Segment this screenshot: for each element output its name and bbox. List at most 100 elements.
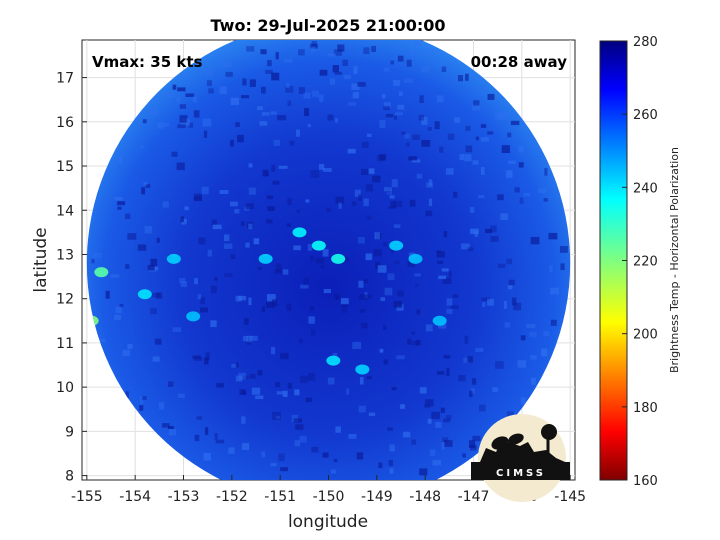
swath-pixel <box>560 263 565 271</box>
swath-pixel <box>436 251 445 258</box>
swath-pixel <box>296 129 301 137</box>
swath-pixel <box>333 458 338 463</box>
swath-pixel <box>353 66 358 74</box>
swath-pixel <box>140 395 144 404</box>
swath-pixel <box>506 170 513 178</box>
swath-pixel <box>307 372 316 381</box>
swath-pixel <box>436 95 444 103</box>
swath-pixel <box>305 397 312 402</box>
swath-pixel <box>448 271 452 278</box>
swath-pixel <box>259 121 268 126</box>
swath-pixel <box>165 93 174 98</box>
swath-pixel <box>245 203 254 210</box>
swath-feature <box>292 227 307 238</box>
colorbar-tick-label: 200 <box>633 328 658 343</box>
swath-pixel <box>241 416 246 424</box>
swath-pixel <box>266 294 276 302</box>
swath-pixel <box>188 122 194 128</box>
swath-pixel <box>284 40 288 41</box>
swath-pixel <box>280 467 288 472</box>
swath-pixel <box>323 168 332 172</box>
x-tick-label: -152 <box>216 489 248 505</box>
swath-pixel <box>310 43 318 49</box>
swath-pixel <box>393 115 397 120</box>
swath-pixel <box>228 447 235 454</box>
swath-pixel <box>436 371 445 375</box>
swath-pixel <box>122 349 131 357</box>
swath-pixel <box>240 221 245 227</box>
logo-dish <box>491 436 509 450</box>
swath-pixel <box>471 388 475 393</box>
swath-pixel <box>208 88 214 94</box>
swath-pixel <box>275 381 281 388</box>
swath-pixel <box>346 388 350 395</box>
swath-pixel <box>411 159 421 163</box>
swath-pixel <box>383 241 388 247</box>
swath-pixel <box>203 452 211 461</box>
swath-feature <box>311 240 326 251</box>
swath-pixel <box>261 86 266 94</box>
swath-pixel <box>472 160 479 165</box>
swath-pixel <box>427 127 432 131</box>
swath-pixel <box>465 145 473 153</box>
swath-pixel <box>143 182 148 186</box>
swath-pixel <box>298 87 306 95</box>
swath-pixel <box>192 355 201 360</box>
swath-pixel <box>458 75 464 82</box>
swath-pixel <box>194 278 199 285</box>
swath-pixel <box>230 97 240 105</box>
y-tick-label: 12 <box>56 292 74 308</box>
x-tick-label: -153 <box>168 489 200 505</box>
swath-pixel <box>260 49 267 55</box>
swath-pixel <box>225 71 233 77</box>
swath-pixel <box>468 440 476 448</box>
swath-feature <box>331 253 346 264</box>
swath-pixel <box>497 194 504 201</box>
y-tick-label: 15 <box>56 159 74 175</box>
swath-pixel <box>383 105 390 111</box>
swath-pixel <box>309 306 315 312</box>
swath-pixel <box>230 254 236 259</box>
swath-pixel <box>398 91 403 96</box>
swath-pixel <box>443 231 448 238</box>
swath-pixel <box>270 346 276 355</box>
swath-pixel <box>485 228 492 234</box>
swath-pixel <box>307 123 311 128</box>
swath-pixel <box>282 390 288 397</box>
swath-pixel <box>285 86 294 93</box>
swath-pixel <box>114 197 123 201</box>
swath-pixel <box>541 348 548 357</box>
swath-pixel <box>441 268 449 272</box>
swath-feature <box>389 240 404 251</box>
swath-pixel <box>253 238 260 245</box>
swath-pixel <box>396 355 405 360</box>
swath-pixel <box>420 66 430 73</box>
swath-pixel <box>550 319 557 326</box>
swath-pixel <box>352 341 362 349</box>
swath-pixel <box>176 96 181 103</box>
swath-pixel <box>494 113 504 120</box>
swath-pixel <box>142 395 147 401</box>
swath-pixel <box>286 303 292 311</box>
swath-pixel <box>507 160 516 164</box>
swath-pixel <box>406 59 412 67</box>
swath-pixel <box>284 58 293 63</box>
swath-pixel <box>287 100 292 107</box>
swath-pixel <box>465 73 469 81</box>
swath-pixel <box>425 210 433 217</box>
swath-pixel <box>443 355 451 359</box>
swath-pixel <box>244 318 249 325</box>
swath-pixel <box>421 117 428 125</box>
swath-pixel <box>383 102 391 108</box>
swath-feature <box>258 253 273 264</box>
swath-pixel <box>359 294 368 300</box>
swath-pixel <box>510 120 520 126</box>
swath-pixel <box>216 383 224 388</box>
swath-pixel <box>234 209 240 214</box>
swath-pixel <box>235 362 239 368</box>
swath-pixel <box>411 340 419 346</box>
swath-pixel <box>492 387 498 392</box>
swath-pixel <box>180 281 187 288</box>
swath-pixel <box>338 202 342 209</box>
